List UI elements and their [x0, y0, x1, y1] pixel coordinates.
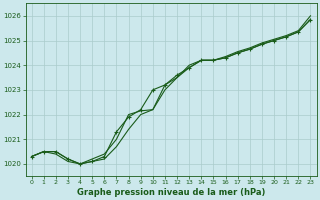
- X-axis label: Graphe pression niveau de la mer (hPa): Graphe pression niveau de la mer (hPa): [77, 188, 265, 197]
